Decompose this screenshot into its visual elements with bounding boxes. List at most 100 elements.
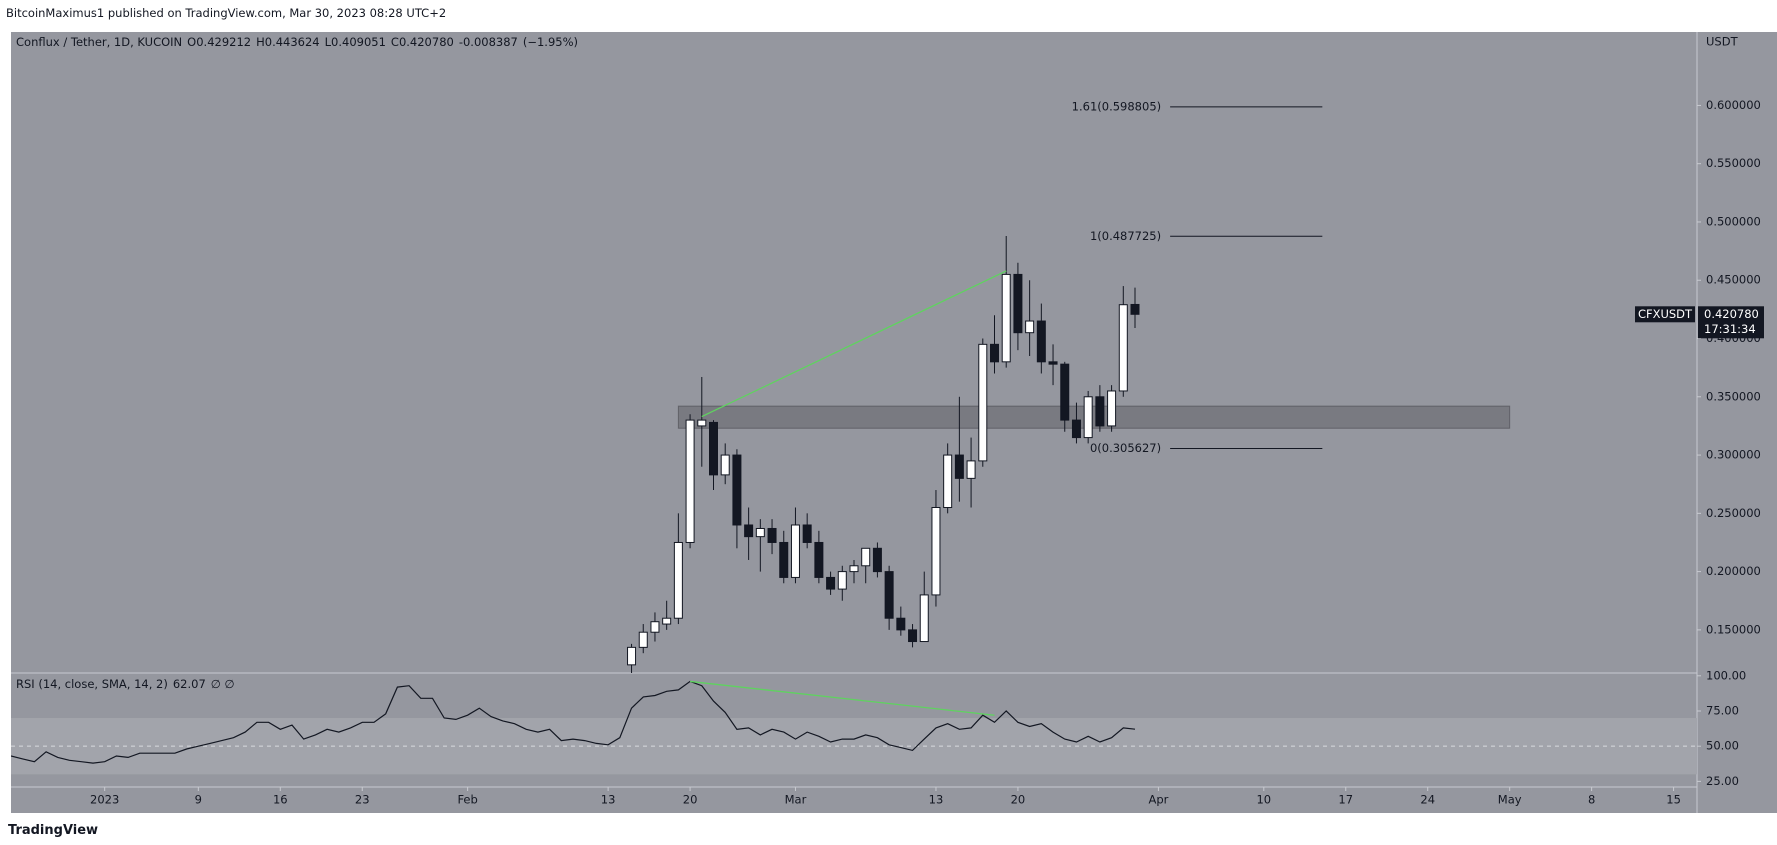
candle-body: [1001, 273, 1011, 363]
x-tick-label: Apr: [1148, 793, 1168, 807]
symbol-title: Conflux / Tether, 1D, KUCOIN: [16, 35, 183, 49]
candle-body: [872, 547, 882, 573]
rsi-line: [11, 680, 1136, 764]
rsi-tick-label: 100.00: [1706, 668, 1746, 682]
countdown-label: 17:31:34: [1704, 322, 1756, 336]
x-tick-label: 10: [1256, 793, 1271, 807]
candle-body: [1071, 419, 1081, 439]
rsi-tick-label: 25.00: [1706, 774, 1739, 788]
h-value: 0.443624: [264, 35, 320, 49]
x-tick-label: 23: [355, 793, 370, 807]
candle-body: [919, 594, 929, 643]
change: -0.008387: [458, 35, 518, 49]
candle-body: [767, 527, 777, 543]
candle-body: [814, 541, 824, 578]
trend-line: [701, 270, 1007, 418]
fib-label: 1(0.487725): [1090, 229, 1161, 243]
publisher-line: BitcoinMaximus1 published on TradingView…: [6, 6, 446, 20]
c-label: C: [390, 35, 399, 49]
x-tick-label: 13: [929, 793, 944, 807]
candle-body: [990, 343, 999, 363]
x-tick-label: 24: [1420, 793, 1435, 807]
candle-body: [755, 527, 765, 538]
candle-body: [1025, 320, 1035, 334]
ohlc: C0.420780: [391, 35, 454, 49]
o-label: O: [187, 35, 197, 49]
x-tick-label: Feb: [457, 793, 477, 807]
x-tick-label: 17: [1338, 793, 1353, 807]
rsi-tick-label: 50.00: [1706, 739, 1739, 753]
candle-body: [1013, 273, 1023, 334]
rsi-trend-line: [690, 680, 995, 716]
candle-body: [697, 419, 707, 427]
y-tick-label: 0.200000: [1706, 564, 1761, 578]
ohlc: O0.429212: [187, 35, 251, 49]
x-tick-label: May: [1498, 793, 1522, 807]
candle-body: [627, 646, 637, 666]
x-tick-label: Mar: [785, 793, 807, 807]
candle-body: [1060, 363, 1070, 421]
ohlc: H0.443624: [256, 35, 320, 49]
x-tick-label: 8: [1588, 793, 1595, 807]
rsi-value: 62.07: [172, 677, 206, 691]
y-tick-label: 0.350000: [1706, 389, 1761, 403]
candle-body: [826, 576, 836, 590]
candle-body: [1083, 396, 1093, 439]
candle-body: [966, 460, 976, 479]
x-tick-label: 2023: [90, 793, 119, 807]
candle-body: [709, 421, 718, 476]
y-tick-label: 0.500000: [1706, 214, 1761, 228]
y-tick-label: 0.150000: [1706, 622, 1761, 636]
rsi-extra: ∅ ∅: [210, 677, 235, 691]
candle-body: [837, 571, 847, 590]
change-pct: (−1.95%): [522, 35, 579, 49]
candle-body: [790, 524, 800, 578]
candle-body: [1130, 303, 1140, 315]
x-tick-label: 15: [1666, 793, 1681, 807]
candle-body: [861, 547, 871, 567]
rsi-pane: [11, 680, 1697, 775]
candle-body: [1095, 396, 1105, 427]
candle-body: [779, 541, 789, 578]
x-tick-label: 13: [601, 793, 616, 807]
price-label: 0.420780: [1704, 307, 1759, 321]
footer: TradingView: [8, 823, 98, 838]
candle-body: [673, 541, 683, 619]
rsi-tick-label: 75.00: [1706, 704, 1739, 718]
candle-body: [1048, 361, 1058, 365]
candle-body: [732, 454, 742, 526]
y-tick-label: 0.600000: [1706, 98, 1761, 112]
l-value: 0.409051: [331, 35, 386, 49]
candle-body: [908, 629, 918, 643]
candle-body: [1036, 320, 1046, 363]
symbol-label: CFXUSDT: [1638, 307, 1693, 321]
candle-body: [943, 454, 953, 509]
candle-body: [896, 617, 906, 631]
symbol-legend: Conflux / Tether, 1D, KUCOIN O0.429212 H…: [16, 35, 578, 49]
candle-body: [884, 571, 894, 619]
rsi-title: RSI (14, close, SMA, 14, 2): [16, 677, 168, 691]
h-label: H: [256, 35, 265, 49]
candle-body: [638, 631, 648, 648]
candle-body: [802, 524, 812, 543]
ohlc: L0.409051: [325, 35, 386, 49]
candle-body: [685, 419, 695, 543]
candle-body: [1118, 304, 1128, 392]
x-tick-label: 20: [1011, 793, 1026, 807]
chart-background: [11, 32, 1777, 813]
fib-label: 0(0.305627): [1090, 441, 1161, 455]
candle-body: [849, 565, 859, 573]
x-tick-label: 9: [195, 793, 202, 807]
candle-body: [662, 617, 672, 625]
price-pane: 1.61(0.598805) 1(0.487725) 0(0.305627): [627, 99, 1511, 673]
fib-label: 1.61(0.598805): [1072, 99, 1161, 113]
l-label: L: [324, 35, 332, 49]
y-tick-label: 0.450000: [1706, 273, 1761, 287]
y-tick-label: 0.300000: [1706, 448, 1761, 462]
candle-body: [931, 507, 941, 596]
candle-body: [650, 621, 660, 633]
rsi-legend: RSI (14, close, SMA, 14, 2) 62.07 ∅ ∅: [16, 677, 235, 691]
y-tick-label: 0.550000: [1706, 156, 1761, 170]
candle-body: [1107, 390, 1117, 427]
